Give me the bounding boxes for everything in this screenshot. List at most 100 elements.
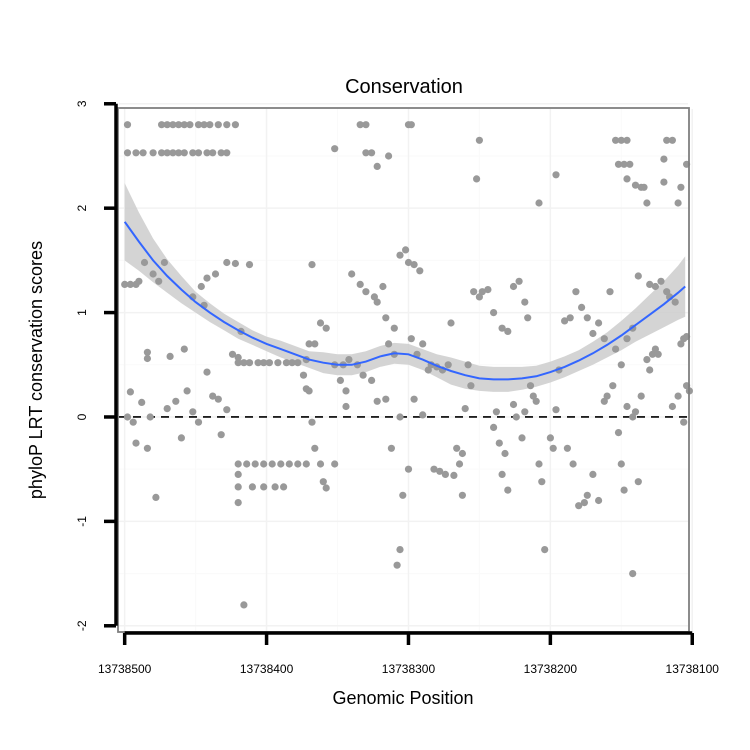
data-point [143, 444, 151, 452]
data-point [646, 366, 654, 374]
data-point [331, 460, 339, 468]
data-point [623, 335, 631, 343]
data-point [526, 382, 535, 390]
data-point [282, 359, 290, 367]
data-point [629, 570, 637, 578]
data-point [336, 376, 344, 384]
data-point [143, 348, 151, 356]
data-point [140, 258, 149, 267]
data-point [186, 121, 194, 129]
data-point [234, 359, 242, 367]
points-layer [121, 121, 694, 609]
data-point [169, 121, 177, 129]
data-point [475, 136, 483, 144]
data-point [319, 478, 327, 486]
x-tick-label: 13738400 [240, 662, 294, 676]
data-point [509, 400, 518, 409]
data-point [194, 149, 203, 157]
data-point [546, 434, 555, 442]
data-point [620, 486, 628, 494]
data-point [402, 246, 410, 254]
data-point [274, 359, 282, 367]
data-point [322, 324, 330, 332]
data-point [280, 483, 288, 491]
data-point [419, 411, 427, 419]
data-point [566, 314, 574, 322]
data-point [277, 460, 285, 468]
data-point [234, 470, 242, 478]
data-point [504, 486, 512, 494]
data-point [234, 460, 242, 468]
data-point [294, 460, 302, 468]
data-point [535, 460, 543, 468]
data-point [379, 282, 387, 291]
data-point [316, 460, 325, 468]
data-point [626, 160, 634, 168]
data-point [589, 329, 597, 338]
data-point [580, 499, 589, 507]
data-point [265, 359, 273, 367]
data-point [166, 352, 174, 360]
data-point [674, 199, 682, 207]
data-point [362, 121, 370, 129]
data-point [603, 392, 611, 400]
data-point [149, 149, 157, 157]
data-point [260, 460, 268, 468]
y-tick-label: -1 [75, 516, 89, 527]
data-point [541, 546, 549, 554]
data-point [356, 121, 364, 129]
data-point [404, 258, 413, 267]
data-point [461, 405, 469, 413]
data-point [302, 460, 310, 468]
data-point [651, 282, 660, 291]
y-axis-label: phyloP LRT conservation scores [26, 241, 46, 499]
data-point [228, 350, 237, 358]
data-point [634, 478, 642, 486]
data-point [311, 444, 319, 452]
data-point [231, 121, 239, 129]
data-point [362, 288, 370, 296]
data-point [623, 402, 631, 411]
data-point [245, 359, 254, 367]
data-point [316, 319, 325, 327]
data-point [606, 288, 614, 296]
data-point [180, 345, 188, 353]
data-point [668, 136, 677, 144]
x-tick-label: 13738500 [98, 662, 152, 676]
x-tick-label: 13738200 [524, 662, 578, 676]
data-point [209, 149, 217, 157]
data-point [396, 251, 404, 259]
data-point [509, 282, 518, 291]
data-point [203, 149, 211, 157]
data-point [396, 413, 404, 421]
data-point [646, 280, 654, 288]
data-point [663, 136, 671, 144]
data-point [382, 314, 390, 322]
data-point [561, 317, 569, 325]
data-point [407, 335, 415, 343]
data-point [430, 465, 438, 473]
data-point [385, 152, 393, 160]
data-point [158, 121, 166, 129]
data-point [206, 121, 214, 129]
data-point [407, 121, 415, 129]
data-point [139, 149, 147, 157]
x-tick-label: 13738300 [382, 662, 436, 676]
data-point [515, 277, 523, 285]
data-point [175, 121, 183, 129]
data-point [484, 286, 492, 294]
data-point [234, 353, 242, 362]
data-point [175, 149, 183, 157]
data-point [356, 280, 364, 288]
data-point [637, 392, 645, 400]
data-point [385, 340, 393, 348]
data-point [260, 359, 268, 367]
data-point [490, 423, 498, 431]
data-point [680, 418, 688, 426]
data-point [390, 324, 398, 332]
data-point [583, 491, 591, 499]
data-point [223, 149, 231, 157]
data-point [634, 272, 642, 280]
data-point [575, 502, 583, 510]
